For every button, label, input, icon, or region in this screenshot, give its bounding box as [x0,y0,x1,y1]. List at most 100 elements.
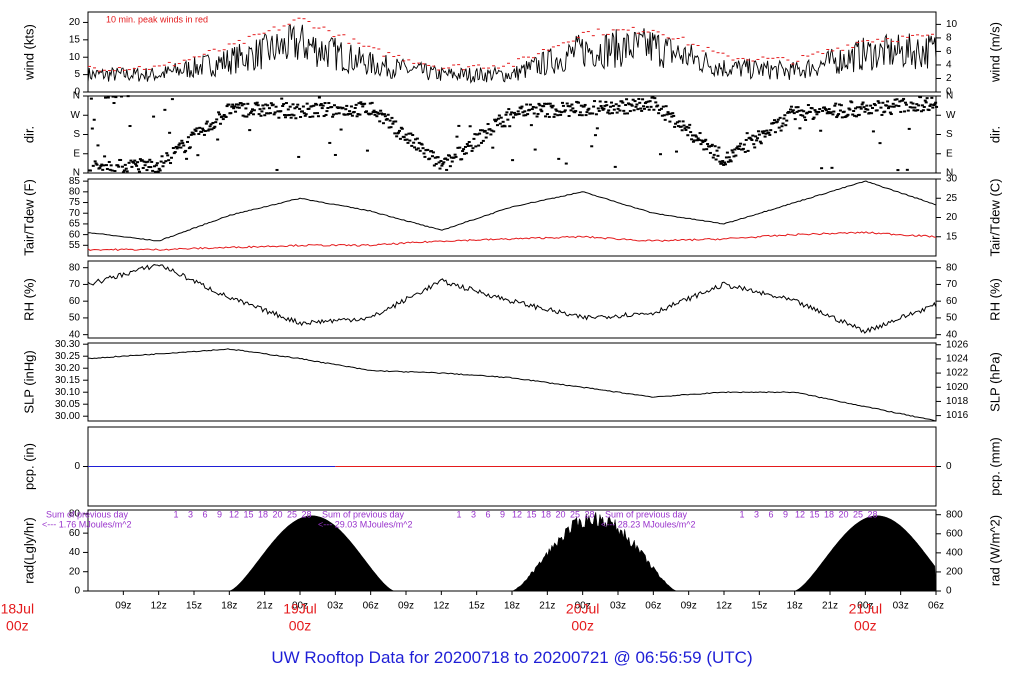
dir-point [458,146,462,149]
dir-point [318,104,322,107]
dir-point [267,107,271,110]
dir-point [477,144,481,147]
dir-point [214,121,218,124]
dir-point [683,127,687,130]
rad-day-mark: 12 [795,509,805,519]
rad-sum-value: <--- 29.03 MJoules/m^2 [318,519,413,529]
dir-point [814,110,818,113]
dir-point [154,164,158,167]
dir-point [258,108,262,111]
dir-point [691,140,695,143]
dir-point [725,151,729,154]
rad-sum-label: Sum of previous day [322,509,405,519]
dir-point [702,148,706,151]
dir-point [584,114,588,117]
dir-point [931,106,935,109]
dir-point [209,123,213,126]
dir-point [577,101,581,104]
dir-point [831,113,835,116]
dir-point [726,160,730,163]
dir-point [646,100,650,103]
dir-point [912,109,916,112]
dir-point [490,129,494,132]
rad-day-mark: 1 [173,509,178,519]
dir-point [516,110,520,113]
dir-point [426,148,430,151]
dir-point [282,103,286,106]
dir-point [107,160,111,163]
dir-point [596,107,600,110]
dir-point [777,126,781,129]
dir-point [612,108,616,111]
rad-day-mark: 28 [584,509,594,519]
dir-point [753,146,757,149]
dir-point [331,115,335,118]
dir-point [888,111,892,114]
dir-point [738,145,742,148]
dir-point [717,146,721,149]
dir-point [895,98,899,101]
dir-point [548,102,552,105]
dir-point [197,132,201,135]
dir-point [456,146,460,149]
dir-point [421,147,425,150]
dir-point [231,103,235,106]
dir-point [870,112,874,115]
dir-point [473,133,477,136]
dir-point [531,105,535,108]
rad-day-area [794,515,937,592]
dir-point [878,142,882,145]
dir-point [526,113,530,116]
dir-point [167,159,171,162]
dir-point [729,160,733,163]
time-tick-label: 00z [292,601,308,612]
dir-point [637,97,641,100]
dir-point [769,129,773,132]
rh-right-tick-label: 80 [946,262,958,273]
dir-point [141,167,145,170]
temp-left-tick-label: 60 [69,229,81,240]
dir-point [389,126,393,129]
dir-point [763,135,767,138]
dir-point [744,138,748,141]
dir-point [529,124,533,127]
dir-point [731,151,735,154]
slp-right-tick-label: 1022 [946,368,969,379]
time-tick-label: 00z [857,601,873,612]
dir-point [302,112,306,115]
dir-point [260,110,264,113]
dir-point [376,111,380,114]
dir-point [380,112,384,115]
rh-right-axis-label: RH (%) [987,278,1002,321]
dir-point [410,144,414,147]
dir-point [587,107,591,110]
dir-point [218,113,222,116]
dir-point [778,116,782,119]
dir-point [758,140,762,143]
dir-point [284,102,288,105]
dir-point [307,107,311,110]
dir-point [500,125,504,128]
dir-point [485,132,489,135]
dir-point [935,105,939,108]
dir-point [792,112,796,115]
dir-point [757,133,761,136]
dir-point [437,161,441,164]
dir-point [902,97,906,100]
dir-point [433,156,437,159]
dir-point [638,101,642,104]
dir-point [832,110,836,113]
dir-point [512,111,516,114]
dir-point [498,122,502,125]
dir-point [565,102,569,105]
dir-points [88,95,939,174]
dir-point [242,103,246,106]
dir-point [811,117,815,120]
dir-point [639,107,643,110]
dir-point [316,112,320,115]
dir-point [685,125,689,128]
dir-point [169,162,173,165]
dir-point [800,109,804,112]
rad-sum-label: Sum of previous day [46,509,129,519]
wind-peak-note: 10 min. peak winds in red [106,14,208,24]
